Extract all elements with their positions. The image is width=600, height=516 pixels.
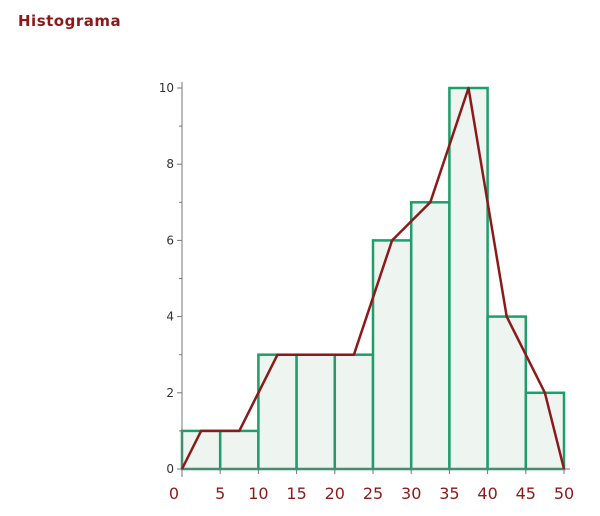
histogram-bar-1 <box>180 429 222 471</box>
y-tick-label: 10 <box>159 81 174 95</box>
y-tick-label: 0 <box>166 462 174 476</box>
x-tick-label: 15 <box>286 484 306 503</box>
y-tick-label: 2 <box>166 386 174 400</box>
x-tick-label: 50 <box>554 484 574 503</box>
histogram-bar-2 <box>218 429 260 471</box>
frequency-polygon-line <box>180 86 566 470</box>
histogram-bar-4 <box>295 353 337 471</box>
histogram-bar-7 <box>409 201 451 471</box>
x-tick-label: 45 <box>516 484 536 503</box>
x-tick-label: 0 <box>169 484 179 503</box>
bars-group <box>180 86 566 471</box>
histogram-bar-8 <box>448 86 489 471</box>
axes-group <box>178 82 570 477</box>
histogram-bar-10 <box>524 391 566 471</box>
histogram-bar-3 <box>257 353 298 471</box>
histogram-bar-5 <box>333 353 375 471</box>
chart-title: Histograma <box>18 12 122 30</box>
histogram-bar-9 <box>486 315 528 471</box>
x-tick-label: 20 <box>325 484 345 503</box>
histogram-bar-6 <box>371 239 413 471</box>
polygon-group <box>180 86 566 470</box>
y-tick-label: 6 <box>166 233 174 247</box>
y-tick-label: 4 <box>166 310 174 324</box>
x-tick-label: 30 <box>401 484 421 503</box>
x-tick-label: 35 <box>439 484 459 503</box>
x-tick-label: 10 <box>248 484 268 503</box>
x-tick-label: 5 <box>215 484 225 503</box>
x-tick-label: 25 <box>363 484 383 503</box>
x-tick-label: 40 <box>477 484 497 503</box>
ticks-group: 0 2 4 6 8 10 0 5 10 15 20 25 30 35 40 45 50 <box>159 81 574 503</box>
y-tick-label: 8 <box>166 157 174 171</box>
